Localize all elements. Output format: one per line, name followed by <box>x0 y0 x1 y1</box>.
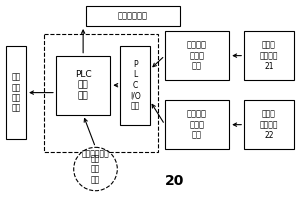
Bar <box>165 100 229 149</box>
Bar <box>56 56 110 115</box>
Bar <box>85 6 180 26</box>
Text: PLC
控制
模块: PLC 控制 模块 <box>75 70 92 100</box>
Text: 可编程控制器: 可编程控制器 <box>81 149 109 158</box>
Bar <box>244 100 294 149</box>
Text: 第二绝对
压力变
送器: 第二绝对 压力变 送器 <box>187 110 207 140</box>
Text: 第一压
力传感器
21: 第一压 力传感器 21 <box>260 41 278 71</box>
Text: 操作
画面
报警
模块: 操作 画面 报警 模块 <box>12 73 21 113</box>
Bar <box>244 31 294 80</box>
Bar <box>165 31 229 80</box>
Text: P
L
C
I/O
模块: P L C I/O 模块 <box>130 60 140 111</box>
Circle shape <box>74 147 117 191</box>
Text: 第一绝对
压力变
送器: 第一绝对 压力变 送器 <box>187 41 207 71</box>
Bar <box>120 46 150 125</box>
Bar <box>44 34 158 152</box>
Text: 声光报警模块: 声光报警模块 <box>118 12 148 21</box>
Text: 挡板
驱动
电机: 挡板 驱动 电机 <box>91 154 100 184</box>
Text: 第二压
力传感器
22: 第二压 力传感器 22 <box>260 110 278 140</box>
Bar <box>6 46 26 139</box>
Text: 20: 20 <box>165 174 184 188</box>
